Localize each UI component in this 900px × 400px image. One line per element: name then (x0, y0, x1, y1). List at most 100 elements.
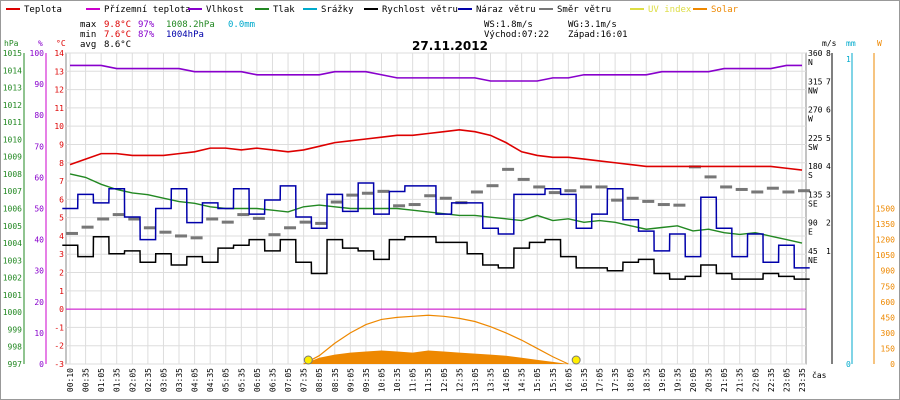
ms-unit: m/s (822, 39, 837, 48)
legend-rychlost-vetru: Rychlost větru (382, 5, 458, 15)
direction-tick-label: 315 (808, 77, 823, 86)
wind-direction-mark (533, 185, 546, 189)
x-tick-label: 05:05 (222, 368, 231, 392)
x-tick-label: 23:35 (798, 368, 807, 392)
celsius-tick-label: 0 (59, 305, 64, 314)
wind-direction-mark (66, 231, 78, 235)
hpa-tick-label: 998 (8, 343, 23, 352)
wind-direction-mark (190, 236, 203, 240)
wind-direction-mark (424, 194, 437, 198)
legend-vlhkost: Vlhkost (206, 5, 244, 15)
x-tick-label: 14:35 (518, 368, 527, 392)
x-tick-label: 07:35 (300, 368, 309, 392)
hpa-tick-label: 1006 (3, 205, 22, 214)
percent-tick-label: 90 (34, 80, 44, 89)
celsius-tick-label: -3 (54, 360, 64, 369)
x-unit: čas (812, 370, 827, 380)
direction-tick-label: 270 (808, 106, 823, 115)
x-tick-label: 17:05 (596, 368, 605, 392)
percent-unit: % (38, 39, 43, 48)
ms-tick-label: 3 (826, 190, 831, 199)
x-tick-label: 21:35 (736, 368, 745, 392)
x-tick-label: 19:35 (673, 368, 682, 392)
celsius-tick-label: 4 (59, 232, 64, 241)
solar-area (70, 350, 802, 364)
legend-teplota: Teplota (24, 5, 62, 15)
hpa-unit: hPa (4, 39, 19, 48)
stats-block: max 9.8°C 97% 1008.2hPa 0.0mm min 7.6°C … (80, 20, 255, 50)
celsius-tick-label: 2 (59, 269, 64, 278)
solar-clear-sky-line (303, 314, 569, 365)
celsius-tick-label: 3 (59, 250, 64, 259)
wind-direction-mark (361, 191, 374, 195)
wind-direction-mark (346, 193, 359, 197)
direction-tick-label: 135 (808, 190, 823, 199)
wind-direction-mark (766, 186, 779, 190)
x-tick-label: 04:35 (206, 368, 215, 392)
stats-avg-label: avg (80, 40, 96, 50)
celsius-tick-label: 12 (54, 86, 64, 95)
x-tick-label: 05:35 (237, 368, 246, 392)
wind-direction-mark (751, 190, 764, 194)
x-tick-label: 06:35 (268, 368, 277, 392)
x-tick-label: 15:35 (549, 368, 558, 392)
hpa-tick-label: 1000 (3, 308, 22, 317)
hpa-tick-label: 999 (8, 325, 23, 334)
legend-uv-index: UV index (648, 5, 692, 15)
wind-direction-mark (657, 203, 670, 207)
x-tick-label: 01:35 (113, 368, 122, 392)
x-tick-label: 03:05 (159, 368, 168, 392)
hpa-tick-label: 1011 (3, 118, 22, 127)
percent-tick-label: 0 (39, 360, 44, 369)
wind-direction-mark (517, 177, 530, 181)
x-tick-label: 20:05 (689, 368, 698, 392)
percent-tick-label: 50 (34, 205, 44, 214)
celsius-tick-label: 13 (54, 67, 64, 76)
wind-direction-mark (159, 230, 172, 234)
wind-gust-line (62, 182, 810, 269)
x-tick-label: 10:05 (377, 368, 386, 392)
stats-min-temp: 7.6°C (104, 30, 131, 40)
x-tick-label: 17:35 (611, 368, 620, 392)
compass-label: E (808, 228, 813, 237)
mm-unit: mm (846, 39, 856, 48)
wind-direction-mark (97, 217, 110, 221)
direction-tick-label: 90 (808, 219, 818, 228)
x-tick-label: 22:05 (751, 368, 760, 392)
hpa-tick-label: 1013 (3, 84, 22, 93)
ms-tick-label: 2 (826, 219, 831, 228)
wind-direction-mark (143, 226, 156, 230)
hpa-tick-label: 1009 (3, 153, 22, 162)
hpa-tick-label: 1003 (3, 256, 22, 265)
x-tick-label: 18:05 (627, 368, 636, 392)
stats-min-label: min (80, 30, 96, 40)
celsius-unit: °C (56, 39, 66, 48)
compass-label: SW (808, 143, 818, 152)
x-tick-label: 21:05 (720, 368, 729, 392)
direction-tick-label: 225 (808, 134, 823, 143)
stats-max-label: max (80, 20, 97, 30)
wind-direction-mark (673, 203, 686, 207)
x-tick-label: 03:35 (175, 368, 184, 392)
compass-label: SE (808, 199, 818, 208)
x-tick-label: 06:05 (253, 368, 262, 392)
hpa-tick-label: 1007 (3, 187, 22, 196)
x-tick-label: 22:35 (767, 368, 776, 392)
wind-info: WS:1.8m/s WG:3.1m/s Východ:07:22 Západ:1… (484, 20, 628, 40)
percent-tick-label: 80 (34, 111, 44, 120)
hpa-tick-label: 1010 (3, 135, 22, 144)
legend-solar: Solar (711, 5, 739, 15)
direction-tick-label: 45 (808, 247, 818, 256)
w-tick-label: 0 (890, 360, 895, 369)
wind-direction-mark (595, 185, 608, 189)
ms-tick-label: 5 (826, 134, 831, 143)
x-tick-label: 07:05 (284, 368, 293, 392)
wind-wg: WG:3.1m/s (568, 20, 617, 30)
sunrise-marker (303, 355, 313, 365)
stats-max-temp: 9.8°C (104, 20, 131, 30)
wind-direction-mark (611, 198, 624, 202)
percent-tick-label: 10 (34, 329, 44, 338)
celsius-tick-label: 14 (54, 49, 64, 58)
hpa-tick-label: 1004 (3, 239, 22, 248)
x-tick-label: 20:35 (705, 368, 714, 392)
